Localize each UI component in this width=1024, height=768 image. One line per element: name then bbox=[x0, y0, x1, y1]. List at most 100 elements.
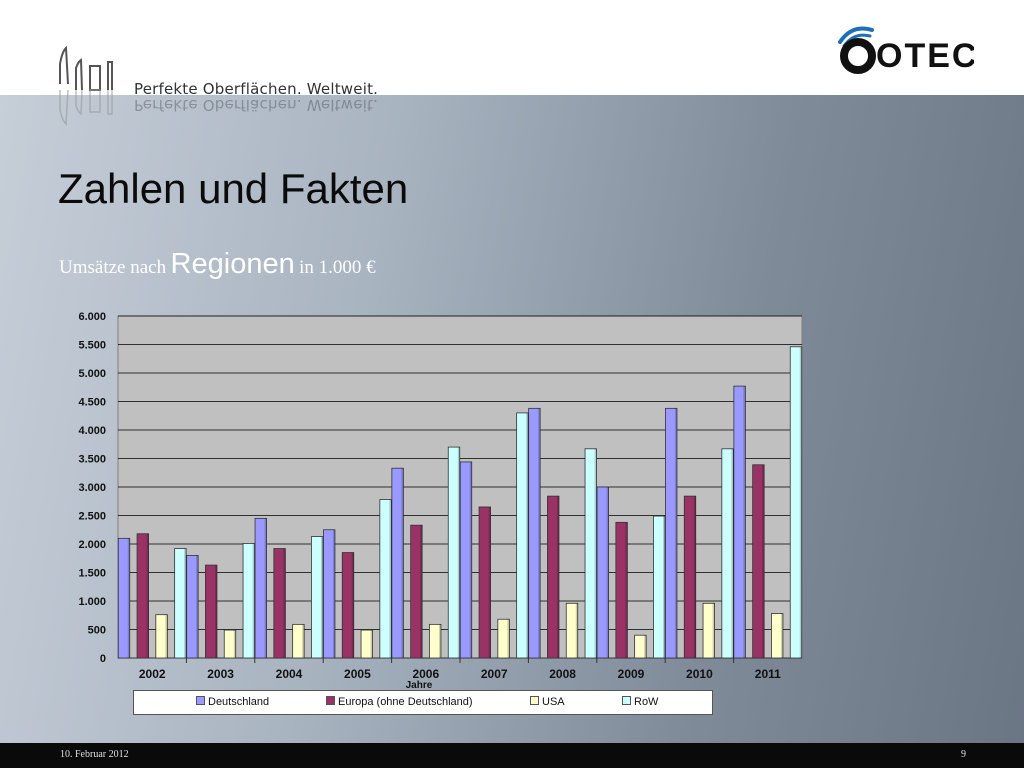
bar-deutschland-2009 bbox=[596, 486, 609, 659]
bar-shade bbox=[644, 635, 647, 658]
y-tick-label: 2.500 bbox=[78, 511, 106, 523]
y-tick-label: 2.000 bbox=[78, 539, 106, 551]
subtitle-part-3: in 1.000 € bbox=[299, 257, 376, 278]
x-tick-label: 2004 bbox=[276, 667, 303, 681]
bar-shade bbox=[457, 447, 460, 658]
slide-subtitle: Umsätze nach Regionen in 1.000 € bbox=[59, 248, 376, 281]
bar-usa-2010 bbox=[702, 602, 715, 659]
bar-usa-2006 bbox=[429, 623, 442, 659]
bar-row-2011 bbox=[789, 346, 803, 659]
bar-shade bbox=[332, 529, 335, 658]
legend-label-deutschland: Deutschland bbox=[208, 696, 270, 708]
legend-item-row: RoW bbox=[622, 696, 658, 708]
bar-shade bbox=[351, 552, 354, 658]
bar-deutschland-2011 bbox=[733, 385, 746, 659]
header-band bbox=[0, 0, 1024, 95]
bar-shade bbox=[731, 448, 734, 658]
x-tick-label: 2006 bbox=[412, 667, 439, 681]
y-tick-label: 1.000 bbox=[78, 596, 106, 608]
bar-shade bbox=[252, 543, 255, 658]
bar-shade bbox=[762, 464, 765, 658]
bar-usa-2011 bbox=[771, 613, 784, 659]
footer-date: 10. Februar 2012 bbox=[60, 749, 129, 760]
subtitle-part-2: Regionen bbox=[170, 248, 295, 280]
bar-shade bbox=[594, 448, 597, 658]
y-tick-label: 1.500 bbox=[78, 568, 106, 580]
bar-row-2005 bbox=[379, 499, 392, 659]
bar-row-2004 bbox=[311, 536, 324, 659]
legend-item-usa: USA bbox=[530, 696, 565, 708]
bar-deutschland-2008 bbox=[528, 407, 541, 659]
bar-row-2008 bbox=[584, 448, 597, 659]
bar-shade bbox=[196, 555, 199, 658]
bar-europa-ohne-deutschland-2005 bbox=[341, 552, 355, 659]
y-tick-label: 4.500 bbox=[78, 397, 106, 409]
legend-swatch-usa bbox=[530, 696, 539, 705]
x-tick-label: 2007 bbox=[481, 667, 508, 681]
bar-shade bbox=[780, 613, 783, 658]
slogan: Perfekte Oberflächen. Weltweit. bbox=[134, 80, 379, 98]
bar-europa-ohne-deutschland-2003 bbox=[205, 564, 218, 659]
subtitle-part-1: Umsätze nach bbox=[59, 257, 167, 278]
bar-shade bbox=[575, 603, 578, 658]
otec-logo-icon: OTEC bbox=[838, 26, 974, 75]
x-tick-label: 2003 bbox=[207, 667, 234, 681]
bar-shade bbox=[674, 408, 677, 658]
bar-row-2006 bbox=[447, 446, 461, 659]
x-tick-label: 2008 bbox=[549, 667, 576, 681]
bar-usa-2008 bbox=[565, 602, 579, 659]
bar-usa-2009 bbox=[634, 634, 647, 659]
legend-swatch-row bbox=[622, 696, 631, 705]
y-tick-label: 3.000 bbox=[78, 482, 106, 494]
bar-europa-ohne-deutschland-2010 bbox=[683, 495, 697, 659]
bar-shade bbox=[233, 630, 236, 658]
bar-shade bbox=[302, 624, 305, 658]
bar-shade bbox=[526, 412, 529, 658]
bar-shade bbox=[370, 630, 373, 658]
bar-shade bbox=[625, 522, 628, 658]
legend-label-usa: USA bbox=[542, 696, 565, 708]
bar-deutschland-2004 bbox=[254, 517, 267, 659]
bar-shade bbox=[712, 603, 715, 658]
x-tick-label: 2005 bbox=[344, 667, 371, 681]
bar-deutschland-2010 bbox=[665, 407, 678, 659]
bar-shade bbox=[606, 487, 609, 658]
bar-europa-ohne-deutschland-2004 bbox=[273, 548, 286, 659]
bar-row-2003 bbox=[242, 543, 255, 659]
bar-row-2010 bbox=[721, 448, 734, 659]
bar-deutschland-2002 bbox=[117, 537, 131, 659]
bar-deutschland-2005 bbox=[323, 529, 336, 659]
y-tick-label: 0 bbox=[100, 653, 106, 665]
bar-europa-ohne-deutschland-2008 bbox=[547, 495, 560, 659]
bar-shade bbox=[556, 496, 559, 658]
legend-item-europa: Europa (ohne Deutschland) bbox=[326, 696, 473, 708]
slide-title: Zahlen und Fakten bbox=[58, 165, 409, 212]
bar-shade bbox=[389, 499, 392, 658]
bar-shade bbox=[488, 506, 491, 658]
bar-deutschland-2003 bbox=[186, 555, 199, 659]
x-tick-label: 2002 bbox=[139, 667, 166, 681]
bar-row-2002 bbox=[174, 548, 187, 659]
bar-europa-ohne-deutschland-2006 bbox=[410, 524, 423, 659]
bar-shade bbox=[662, 516, 665, 658]
bar-europa-ohne-deutschland-2002 bbox=[136, 533, 149, 659]
bar-row-2007 bbox=[516, 412, 529, 659]
legend-label-europa: Europa (ohne Deutschland) bbox=[338, 696, 473, 708]
bar-shade bbox=[507, 619, 510, 658]
bar-usa-2005 bbox=[360, 629, 373, 659]
x-tick-label: 2009 bbox=[618, 667, 645, 681]
legend-item-deutschland: Deutschland bbox=[196, 696, 269, 708]
x-tick-label: 2011 bbox=[755, 667, 781, 681]
bar-shade bbox=[420, 525, 423, 658]
bar-shade bbox=[214, 565, 217, 658]
otec-logo-text: OTEC bbox=[876, 37, 974, 75]
bar-usa-2002 bbox=[155, 614, 168, 659]
bar-europa-ohne-deutschland-2011 bbox=[752, 464, 765, 659]
bar-europa-ohne-deutschland-2009 bbox=[615, 521, 628, 659]
bar-shade bbox=[438, 624, 441, 658]
legend-label-row: RoW bbox=[634, 696, 659, 708]
bar-shade bbox=[127, 538, 130, 658]
chart-legend: Deutschland Europa (ohne Deutschland) US… bbox=[133, 690, 713, 715]
bar-usa-2003 bbox=[223, 629, 237, 659]
y-tick-label: 5.500 bbox=[78, 340, 106, 352]
